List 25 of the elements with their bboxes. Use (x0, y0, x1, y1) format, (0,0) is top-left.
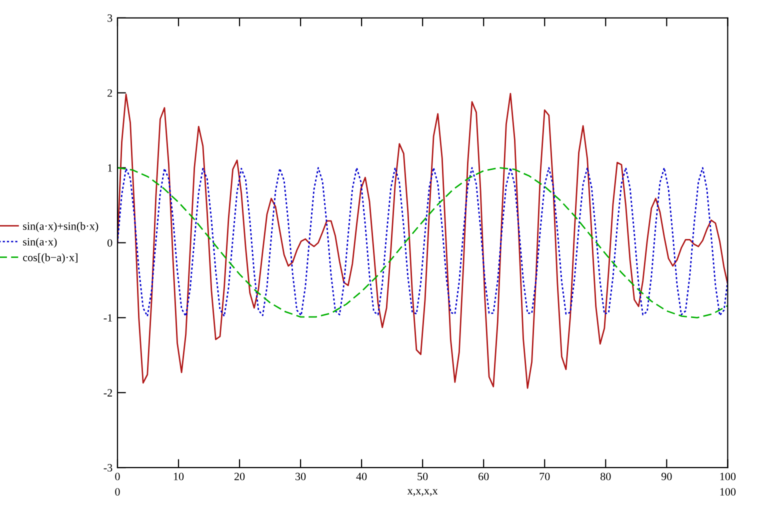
x-tick-label: 80 (600, 472, 611, 480)
y-tick-label: 1 (108, 164, 112, 172)
legend-label: sin(a·x)+sin(b·x) (23, 222, 98, 232)
x-tick-label: 70 (540, 472, 550, 480)
x-tick-label: 60 (478, 472, 489, 480)
y-tick-label: -1 (104, 314, 112, 322)
x-tick-label: 40 (356, 472, 367, 480)
y-tick-label: -2 (104, 389, 112, 396)
text: 100 (720, 488, 736, 496)
x-tick-label: 0 (115, 472, 120, 480)
line-series (117, 92, 728, 389)
x-axis-title: x,x,x,x (407, 489, 438, 496)
legend-label: sin(a·x) (23, 238, 57, 248)
x-tick-label: 100 (720, 472, 736, 480)
y-tick-label: 3 (108, 14, 112, 22)
legend-label: cos[(b−a)·x] (23, 253, 78, 264)
x-tick-label: 90 (661, 472, 672, 480)
x-tick-label: 10 (174, 472, 184, 480)
x-tick-label: 20 (234, 472, 245, 480)
y-tick-label: 0 (107, 239, 112, 247)
x-tick-label: 50 (418, 472, 428, 480)
y-tick-label: 2 (108, 89, 112, 97)
text: 0 (115, 488, 120, 496)
y-tick-label: -3 (104, 464, 112, 472)
x-tick-label: 30 (296, 472, 306, 480)
